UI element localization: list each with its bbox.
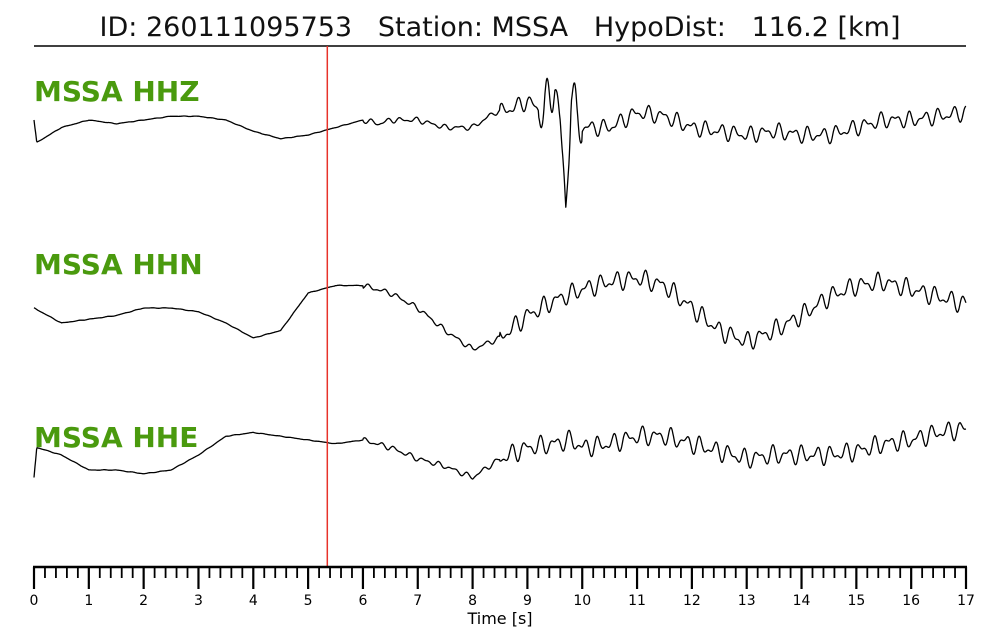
channel-label-hhe: MSSA HHE — [34, 421, 198, 454]
seismic-traces — [33, 77, 967, 480]
title-station-value: MSSA — [492, 12, 569, 43]
channel-label-hhz: MSSA HHZ — [34, 75, 200, 108]
x-tick-label: 13 — [738, 593, 756, 609]
x-tick-label: 8 — [468, 593, 477, 609]
title-station-label: Station: — [378, 12, 483, 43]
x-tick-label: 3 — [194, 593, 203, 609]
x-axis-label: Time [s] — [466, 609, 532, 628]
title-dist-label: HypoDist: — [594, 12, 726, 43]
time-axis: 0 1 2 3 4 5 6 7 8 9 10 11 12 13 14 15 16 17 — [30, 565, 975, 609]
title-dist-unit: [km] — [837, 12, 900, 43]
x-tick-label: 2 — [139, 593, 148, 609]
x-tick-label: 7 — [413, 593, 422, 609]
x-tick-label: 4 — [249, 593, 258, 609]
x-tick-label: 5 — [304, 593, 313, 609]
title-id-value: 260111095753 — [146, 12, 352, 43]
x-tick-label: 9 — [523, 593, 532, 609]
x-tick-label: 12 — [683, 593, 701, 609]
channel-label-hhn: MSSA HHN — [34, 248, 203, 281]
x-tick-label: 0 — [30, 593, 39, 609]
trace-hhn — [33, 269, 967, 351]
x-tick-label: 16 — [902, 593, 920, 609]
x-tick-label: 1 — [84, 593, 93, 609]
x-tick-label: 14 — [793, 593, 811, 609]
x-tick-label: 6 — [358, 593, 367, 609]
x-tick-label: 11 — [628, 593, 646, 609]
trace-hhz — [33, 77, 967, 208]
title-id-label: ID: — [100, 12, 138, 43]
x-tick-label: 10 — [573, 593, 591, 609]
x-tick-label: 15 — [847, 593, 865, 609]
x-tick-label: 17 — [957, 593, 975, 609]
figure-title: ID: 260111095753 Station: MSSA HypoDist:… — [100, 12, 901, 43]
title-dist-value: 116.2 — [752, 12, 829, 43]
trace-hhe — [33, 421, 967, 480]
